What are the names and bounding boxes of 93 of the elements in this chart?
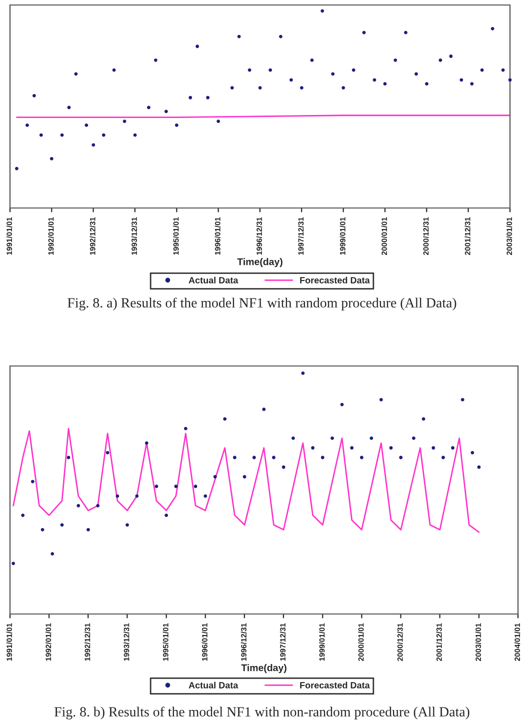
point <box>383 82 387 86</box>
point <box>135 494 139 498</box>
point <box>204 494 208 498</box>
point <box>268 68 272 72</box>
legend-label: Forecasted Data <box>300 276 370 284</box>
point <box>206 96 210 100</box>
point <box>242 475 246 478</box>
point <box>144 441 148 445</box>
point <box>414 72 418 76</box>
legend-label: Actual Data <box>188 276 238 284</box>
point <box>330 436 334 440</box>
point <box>84 124 88 127</box>
point <box>50 157 54 160</box>
point <box>50 552 54 556</box>
caption: Fig. 8. a) Results of the model NF1 with random procedure (All Data) <box>68 298 456 310</box>
point <box>102 133 106 137</box>
point <box>449 54 453 58</box>
point <box>96 504 100 508</box>
point <box>399 456 403 460</box>
point <box>412 436 416 440</box>
point <box>26 124 29 127</box>
point <box>272 456 276 460</box>
point <box>352 68 356 72</box>
point <box>320 456 324 460</box>
point <box>282 465 286 469</box>
point <box>394 58 398 62</box>
point <box>15 166 18 170</box>
point <box>39 133 43 137</box>
point <box>292 436 295 440</box>
point <box>40 528 44 532</box>
point <box>460 398 464 402</box>
point <box>470 450 474 454</box>
point <box>279 34 282 38</box>
point <box>508 78 512 82</box>
point <box>32 94 36 98</box>
point <box>370 436 374 440</box>
point <box>389 446 393 450</box>
point <box>425 82 428 86</box>
point <box>174 124 178 127</box>
point <box>92 143 96 147</box>
point <box>350 446 354 450</box>
point <box>154 484 158 488</box>
point <box>331 72 335 76</box>
point <box>106 450 110 454</box>
point <box>362 30 366 34</box>
point <box>262 408 266 412</box>
point <box>477 465 481 469</box>
point <box>12 562 16 566</box>
point <box>184 426 188 430</box>
point <box>122 120 126 123</box>
point <box>86 528 90 532</box>
point <box>451 446 454 450</box>
point <box>188 96 192 100</box>
point <box>311 446 314 450</box>
point <box>404 30 408 34</box>
legend-label: Forecasted Data <box>300 682 370 688</box>
point <box>372 78 376 82</box>
x-axis-title: Time(day) <box>237 258 282 268</box>
point <box>320 9 324 13</box>
point <box>154 58 158 62</box>
point <box>310 58 314 62</box>
point <box>490 26 494 30</box>
point <box>379 398 383 402</box>
point <box>438 58 442 62</box>
point <box>164 110 168 114</box>
point <box>147 106 150 110</box>
point <box>213 475 217 478</box>
point <box>432 446 436 450</box>
caption: Fig. 8. b) Results of the model NF1 with non-random procedure (All Data) <box>54 706 470 720</box>
legend-label: Actual Data <box>188 682 238 688</box>
point <box>342 86 346 90</box>
point <box>460 78 464 82</box>
point <box>360 456 364 460</box>
point <box>174 484 178 488</box>
point <box>76 504 80 508</box>
point <box>442 456 445 460</box>
point <box>232 456 236 460</box>
point <box>194 484 198 488</box>
point <box>252 456 256 460</box>
point <box>223 417 227 421</box>
point <box>216 120 220 123</box>
point <box>164 514 168 517</box>
point <box>196 44 200 48</box>
point <box>300 86 304 90</box>
point <box>470 82 474 86</box>
point <box>21 514 25 517</box>
point <box>230 86 234 90</box>
point <box>30 480 34 484</box>
x-axis-title: Time(day) <box>241 664 286 674</box>
point <box>258 86 262 90</box>
point <box>301 372 305 375</box>
point <box>126 523 129 527</box>
point <box>290 78 293 82</box>
